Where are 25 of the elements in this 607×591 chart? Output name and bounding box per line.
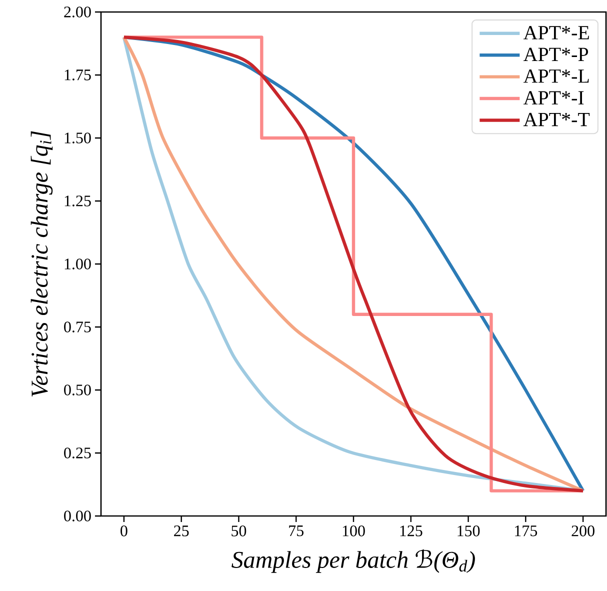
y-tick-label: 0.75 bbox=[64, 322, 91, 332]
x-axis-title: Samples per batch ℬ(Θ$_{d}$) bbox=[232, 549, 475, 573]
x-tick-label: 50 bbox=[232, 526, 246, 536]
y-tick-label: 1.00 bbox=[64, 258, 91, 270]
x-tick-label: 200 bbox=[572, 526, 594, 536]
legend-label: APT*-P bbox=[523, 48, 588, 61]
x-tick-label: 175 bbox=[515, 526, 538, 536]
x-tick-label: 25 bbox=[174, 526, 189, 536]
x-tick-label: 0 bbox=[120, 526, 128, 536]
legend-label: APT*-L bbox=[523, 69, 589, 83]
y-axis-title: Vertices electric charge [q$_{i}$] bbox=[30, 131, 53, 397]
legend-label: APT*-I bbox=[523, 91, 584, 104]
y-tick-label: 1.25 bbox=[64, 196, 91, 206]
legend-label: APT*-E bbox=[523, 26, 589, 40]
y-tick-label: 0.50 bbox=[64, 384, 91, 396]
x-tick-label: 100 bbox=[342, 526, 365, 536]
y-tick-label: 0.25 bbox=[64, 448, 91, 458]
y-tick-label: 1.50 bbox=[64, 132, 91, 144]
y-tick-label: 0.00 bbox=[64, 510, 91, 522]
x-tick-label: 75 bbox=[289, 526, 304, 536]
x-tick-label: 150 bbox=[458, 526, 480, 536]
y-tick-label: 1.75 bbox=[64, 70, 91, 80]
x-tick-label: 125 bbox=[400, 526, 422, 536]
legend-label: APT*-T bbox=[523, 112, 590, 126]
y-tick-label: 2.00 bbox=[64, 6, 91, 18]
